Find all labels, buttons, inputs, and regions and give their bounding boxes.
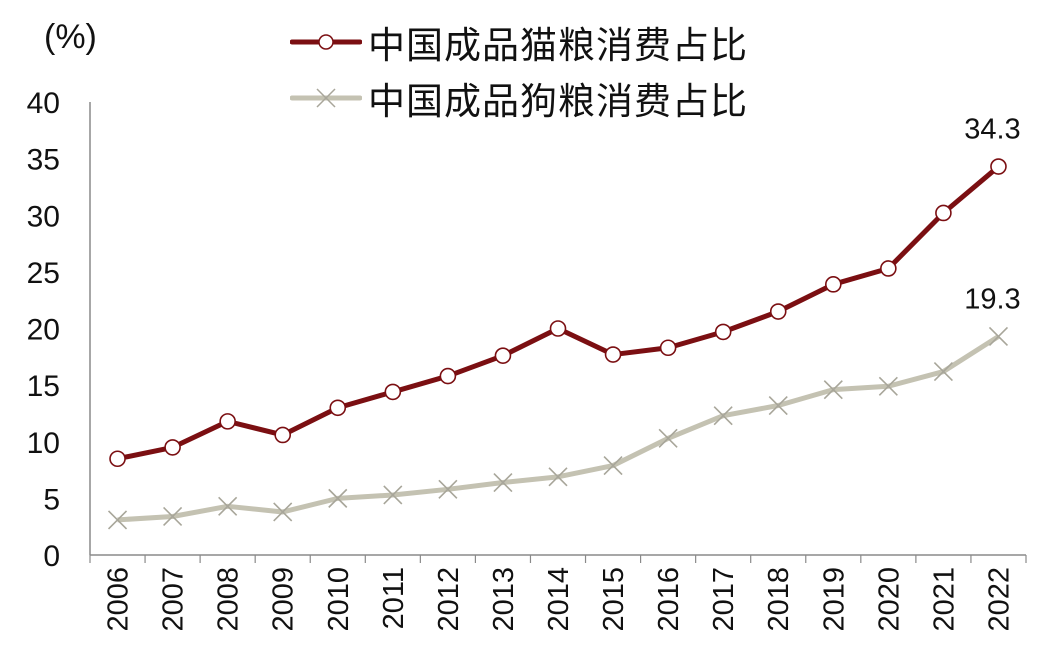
circle-marker-icon: [824, 276, 842, 293]
x-marker-icon: [107, 510, 128, 530]
circle-marker-icon: [164, 439, 181, 456]
y-axis-unit-label: (%): [44, 18, 97, 56]
x-tick-label: 2016: [653, 567, 685, 632]
x-marker-icon: [383, 485, 403, 505]
circle-marker-icon: [549, 320, 567, 337]
x-tick-label: 2014: [543, 567, 575, 632]
x-marker-icon: [878, 376, 898, 396]
circle-marker-icon: [935, 204, 952, 222]
x-tick-label: 2013: [488, 567, 520, 632]
x-marker-icon: [218, 496, 238, 516]
x-tick-label: 2012: [433, 567, 465, 632]
x-tick-label: 2017: [708, 567, 740, 632]
x-tick-label: 2022: [983, 567, 1015, 632]
series-line: [117, 164, 1001, 462]
circle-marker-icon: [439, 367, 457, 385]
x-marker-icon: [328, 488, 348, 508]
y-tick-label: 30: [27, 200, 60, 233]
x-marker-icon: [933, 361, 953, 382]
circle-marker-icon: [274, 426, 292, 444]
circle-marker-icon: [384, 383, 402, 401]
circle-marker-icon: [494, 347, 512, 364]
x-tick-label: 2015: [598, 567, 630, 632]
x-tick-label: 2009: [268, 567, 300, 632]
chart-axes: 0 5 10 15 20 25 30 35 40 2006 2007 2008 2009 2010 2011…: [27, 87, 1027, 632]
x-marker-icon: [438, 479, 458, 499]
x-tick-label: 2011: [378, 567, 410, 629]
legend-label-cat: 中国成品猫粮消费占比: [368, 24, 748, 67]
x-tick-label: 2020: [873, 567, 905, 632]
x-marker-icon: [713, 406, 733, 426]
circle-marker-icon: [290, 34, 362, 50]
circle-marker-icon: [659, 339, 677, 357]
y-tick-label: 10: [27, 427, 60, 460]
x-marker-icon: [988, 326, 1009, 346]
x-tick-label: 2021: [928, 567, 960, 632]
y-tick-label: 15: [27, 370, 60, 403]
x-tick-label: 2010: [323, 567, 355, 632]
legend-item-cat: 中国成品猫粮消费占比: [290, 14, 748, 70]
x-marker-icon: [603, 455, 623, 476]
circle-marker-icon: [604, 346, 622, 363]
y-tick-label: 40: [27, 87, 60, 120]
chart-legend: 中国成品猫粮消费占比 中国成品狗粮消费占比: [290, 14, 748, 126]
x-marker-icon: [163, 506, 183, 527]
x-tick-label: 2007: [158, 567, 190, 632]
circle-marker-icon: [109, 450, 126, 468]
y-tick-label: 25: [27, 257, 60, 290]
legend-label-dog: 中国成品狗粮消费占比: [368, 80, 748, 123]
x-marker-icon: [548, 467, 568, 487]
end-value-label: 34.3: [964, 114, 1020, 146]
x-marker-icon: [493, 472, 513, 493]
end-value-label: 19.3: [964, 283, 1020, 315]
x-marker-icon: [768, 395, 788, 416]
circle-marker-icon: [769, 303, 787, 320]
legend-item-dog: 中国成品狗粮消费占比: [290, 70, 748, 126]
x-marker-icon: [658, 428, 678, 448]
series-cat-food: 34.3: [109, 114, 1021, 468]
x-tick-label: 2019: [818, 567, 850, 632]
y-tick-label: 5: [43, 483, 60, 516]
circle-marker-icon: [329, 399, 347, 417]
x-tick-label: 2006: [103, 567, 135, 632]
circle-marker-icon: [714, 323, 732, 341]
x-marker-icon: [290, 88, 362, 108]
x-tick-label: 2018: [763, 567, 795, 632]
x-marker-icon: [823, 380, 843, 400]
circle-marker-icon: [880, 260, 897, 277]
x-tick-label: 2008: [213, 567, 245, 632]
y-tick-label: 0: [43, 540, 60, 573]
circle-marker-icon: [219, 413, 236, 430]
series-dog-food: 19.3: [107, 283, 1021, 530]
circle-marker-icon: [990, 158, 1007, 175]
x-marker-icon: [273, 502, 293, 522]
y-tick-label: 20: [27, 314, 60, 347]
y-tick-label: 35: [27, 144, 60, 177]
chart-series: 34.3 19.3: [107, 114, 1021, 530]
